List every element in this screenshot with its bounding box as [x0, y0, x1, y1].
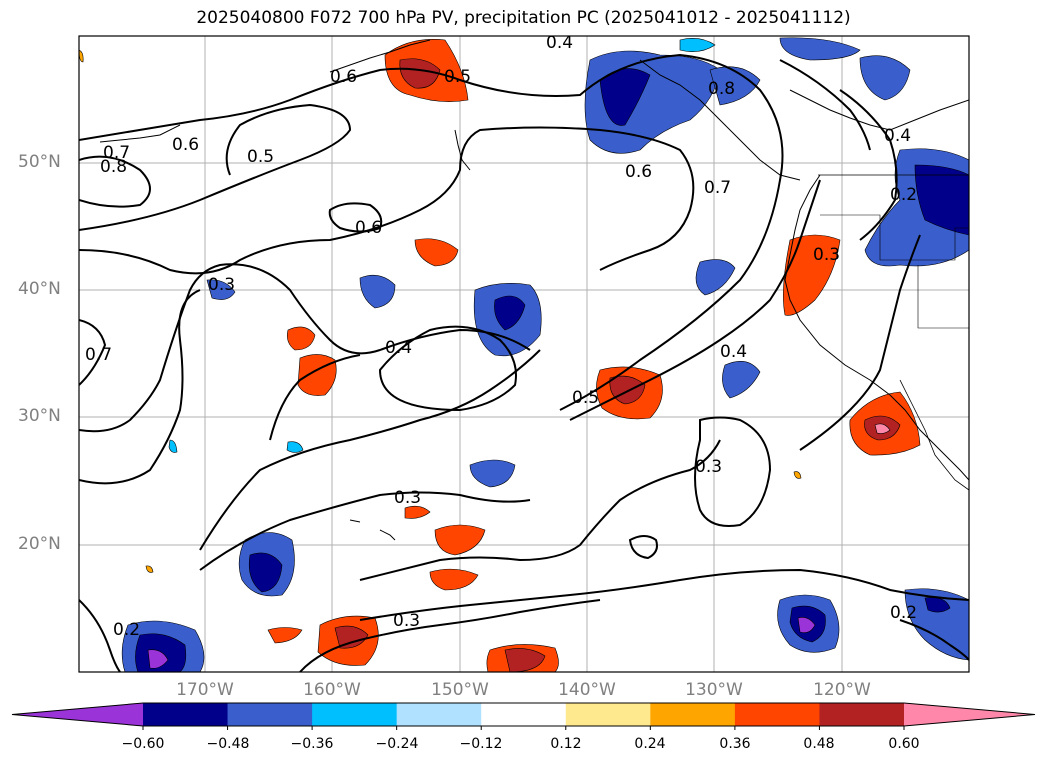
colorbar: [11, 702, 1036, 730]
coastlines: [99, 39, 969, 541]
colorbar-tick-label: 0.24: [634, 736, 666, 752]
lon-label: 120°W: [813, 680, 871, 700]
contour-label: 0.4: [720, 342, 747, 362]
map-plot-area: 0.4 0.6 0.5 0.8 0.7 0.6 0.5 0.6 0.8 0.7 …: [79, 33, 969, 672]
contour-label: 0.4: [385, 338, 412, 358]
colorbar-tick-label: −0.60: [121, 736, 165, 752]
pv-contours: [79, 53, 969, 672]
contour-label: 0.8: [100, 157, 127, 177]
colorbar-segment: [312, 703, 398, 726]
colorbar-segment: [143, 703, 229, 726]
contour-label: 0.7: [103, 143, 130, 163]
contour-label: 0.6: [355, 218, 382, 238]
negative-precip-patches: [121, 37, 969, 672]
colorbar-extend-high: [904, 703, 1035, 726]
map-title: 2025040800 F072 700 hPa PV, precipitatio…: [196, 8, 851, 28]
contour-label: 0.7: [85, 345, 112, 365]
contour-label: 0.6: [625, 162, 652, 182]
contour-label: 0.3: [695, 457, 722, 477]
lat-label: 20°N: [18, 534, 61, 554]
colorbar-tick-label: 0.36: [719, 736, 751, 752]
contour-label: 0.3: [208, 275, 235, 295]
colorbar-segment: [396, 703, 482, 726]
contour-label: 0.3: [393, 611, 420, 631]
pv-contour-labels: 0.4 0.6 0.5 0.8 0.7 0.6 0.5 0.6 0.8 0.7 …: [85, 33, 917, 640]
colorbar-tick-label: −0.48: [206, 736, 250, 752]
contour-label: 0.8: [708, 79, 735, 99]
colorbar-tick-label: 0.60: [888, 736, 920, 752]
lon-label: 170°W: [176, 680, 234, 700]
lon-label: 160°W: [303, 680, 361, 700]
lat-label: 50°N: [18, 152, 61, 172]
lon-label: 140°W: [558, 680, 616, 700]
colorbar-segment: [650, 703, 736, 726]
contour-label: 0.2: [890, 603, 917, 623]
colorbar-tick-label: 0.12: [550, 736, 582, 752]
lat-label: 30°N: [18, 406, 61, 426]
colorbar-tick-label: −0.36: [290, 736, 334, 752]
contour-label: 0.3: [813, 245, 840, 265]
contour-label: 0.5: [247, 147, 274, 167]
colorbar-extend-low: [12, 703, 143, 726]
colorbar-segment: [819, 703, 905, 726]
colorbar-tick-label: 0.48: [803, 736, 835, 752]
contour-label: 0.4: [884, 126, 911, 146]
colorbar-tick-label: −0.24: [375, 736, 419, 752]
colorbar-segment: [481, 703, 567, 726]
contour-label: 0.5: [572, 388, 599, 408]
colorbar-tick-label: −0.12: [459, 736, 503, 752]
contour-label: 0.5: [444, 67, 471, 87]
lon-label: 130°W: [685, 680, 743, 700]
lat-label: 40°N: [18, 279, 61, 299]
lon-label: 150°W: [431, 680, 489, 700]
contour-label: 0.2: [890, 185, 917, 205]
contour-label: 0.4: [546, 33, 573, 53]
contour-label: 0.6: [330, 67, 357, 87]
colorbar-segment: [227, 703, 313, 726]
map-border: [78, 35, 970, 673]
contour-label: 0.3: [394, 488, 421, 508]
contour-label: 0.6: [172, 135, 199, 155]
contour-label: 0.7: [704, 178, 731, 198]
contour-label: 0.2: [113, 620, 140, 640]
colorbar-segment: [734, 703, 820, 726]
colorbar-segment: [565, 703, 651, 726]
